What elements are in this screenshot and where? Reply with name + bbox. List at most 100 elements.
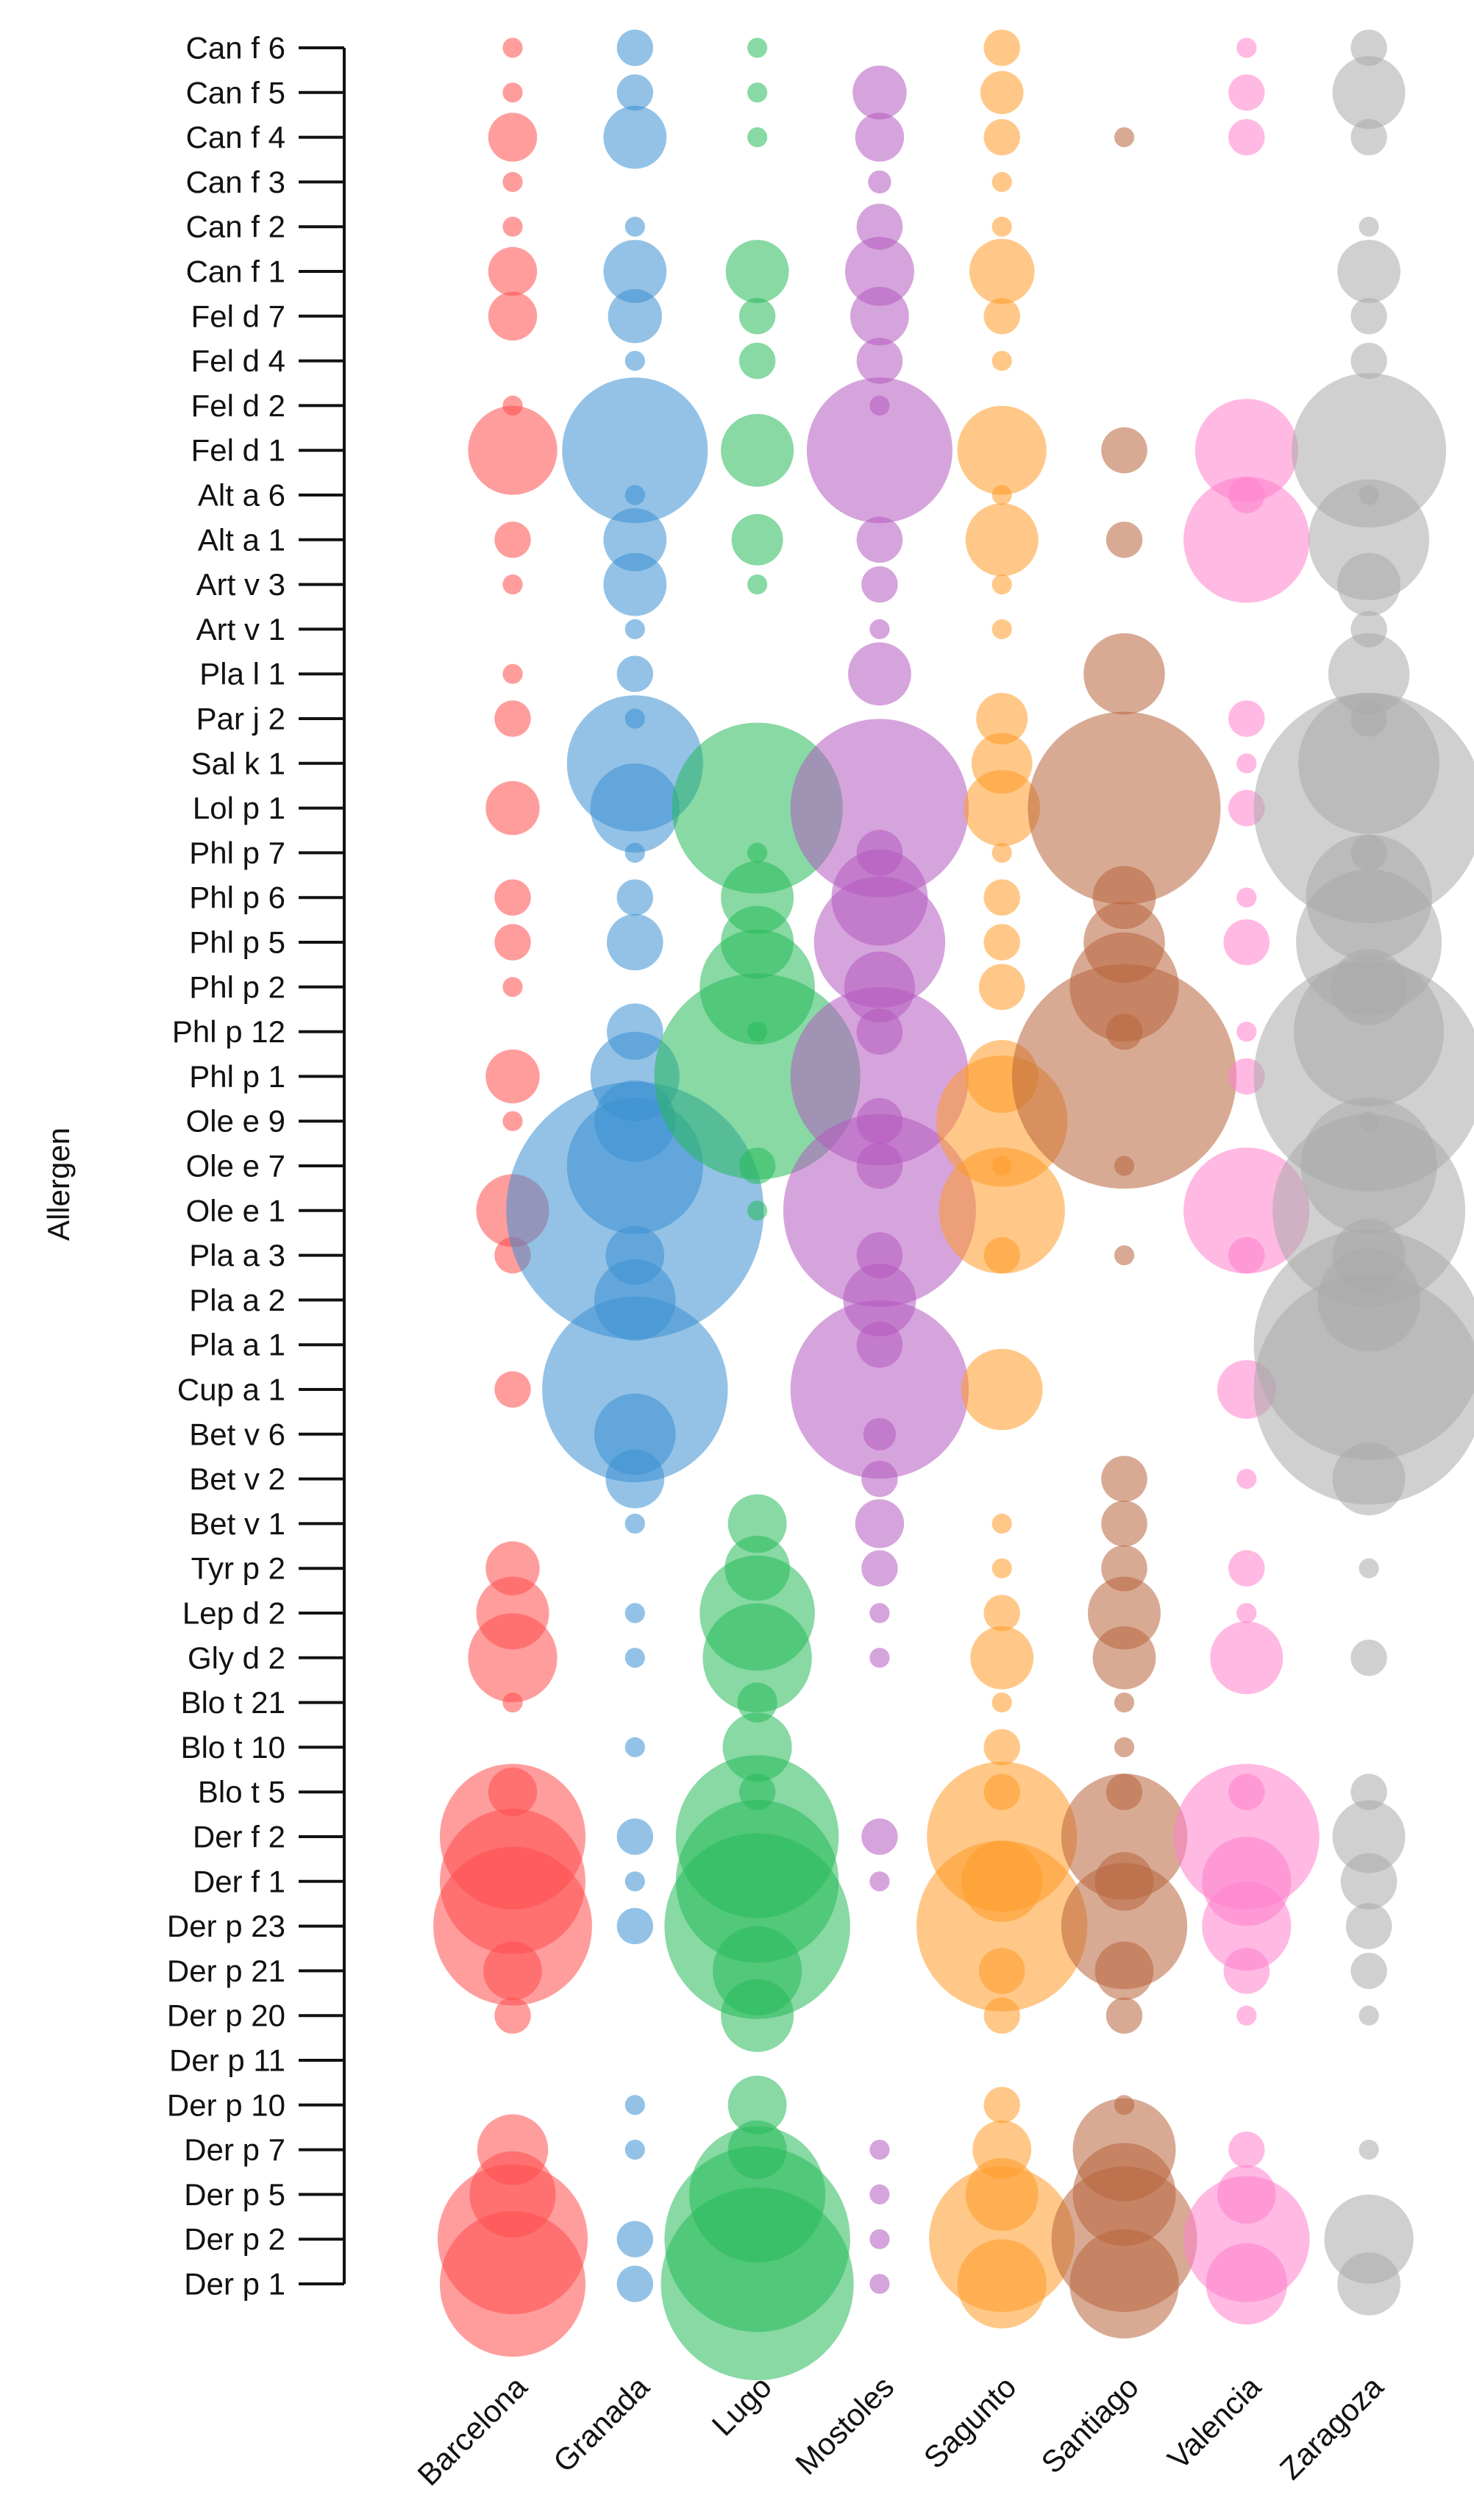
bubble: [483, 1941, 542, 2001]
x-axis: Barcelona Granada Lugo Mostoles Sagunto Santi…: [410, 2369, 1390, 2492]
bubble: [1011, 964, 1237, 1189]
bubble: [869, 1648, 890, 1668]
y-tick-label: Par j 2: [196, 702, 285, 736]
y-tick-label: Blo t 10: [181, 1730, 285, 1765]
bubble: [869, 2274, 890, 2294]
bubble: [964, 769, 1041, 847]
bubble: [1194, 399, 1298, 502]
bubble: [738, 298, 776, 335]
bubble: [1228, 700, 1265, 737]
bubble: [721, 413, 794, 487]
y-tick-label: Bet v 6: [189, 1417, 285, 1451]
bubble: [1359, 2005, 1379, 2026]
y-tick-label: Blo t 5: [198, 1775, 285, 1809]
bubble: [969, 238, 1035, 305]
y-tick-label: Phl p 6: [189, 880, 285, 915]
bubble: [616, 29, 653, 66]
bubble: [855, 113, 905, 162]
bubble: [991, 485, 1012, 505]
bubble: [590, 764, 680, 853]
bubble: [1228, 1236, 1265, 1274]
bubble: [991, 1513, 1012, 1534]
bubble: [494, 924, 531, 961]
bubble: [616, 655, 653, 692]
x-tick-label: Zaragoza: [1273, 2369, 1390, 2486]
x-tick-label: Valencia: [1161, 2369, 1267, 2476]
bubble: [1324, 2194, 1414, 2284]
bubble: [1236, 2005, 1257, 2026]
bubble: [965, 503, 1039, 577]
bubble: [1101, 427, 1147, 474]
y-tick-label: Can f 3: [186, 165, 285, 199]
bubble: [783, 1114, 976, 1307]
bubble: [991, 1558, 1012, 1578]
bubble: [624, 1648, 645, 1668]
bubble: [502, 663, 523, 684]
bubble: [727, 2075, 787, 2135]
bubble: [468, 405, 558, 495]
bubble: [991, 1693, 1012, 1713]
y-tick-label: Phl p 7: [189, 836, 285, 870]
bubble: [983, 1997, 1020, 2034]
bubble: [1223, 1948, 1270, 1994]
y-tick-label: Der p 23: [167, 1909, 285, 1943]
bubble: [737, 1682, 777, 1723]
bubble: [1228, 1550, 1265, 1587]
x-tick-label: Mostoles: [788, 2369, 900, 2481]
x-tick-label: Lugo: [705, 2369, 778, 2442]
bubble: [861, 566, 898, 603]
y-tick-label: Fel d 4: [191, 344, 285, 378]
bubble: [603, 105, 667, 169]
y-axis: Can f 6 Can f 5 Can f 4 Can f 3 Can f 2 Can f…: [167, 31, 346, 2302]
y-tick-label: Ole e 9: [186, 1104, 285, 1139]
y-tick-label: Lol p 1: [193, 791, 285, 825]
y-tick-label: Can f 6: [186, 31, 285, 65]
y-tick-label: Can f 4: [186, 120, 285, 154]
y-tick-label: Can f 1: [186, 255, 285, 289]
bubble: [1337, 2252, 1400, 2316]
bubble: [542, 1296, 728, 1483]
bubble: [624, 1513, 645, 1534]
bubble: [976, 693, 1028, 744]
bubble: [1350, 1640, 1387, 1676]
bubble: [991, 574, 1012, 595]
bubble: [738, 1147, 776, 1184]
bubble: [562, 377, 708, 524]
bubble: [991, 619, 1012, 640]
y-tick-label: Phl p 12: [172, 1014, 285, 1049]
bubble: [502, 82, 523, 103]
bubble: [661, 2188, 854, 2380]
bubble: [1069, 2229, 1179, 2339]
bubble: [502, 574, 523, 595]
bubble: [1228, 118, 1265, 156]
bubble: [790, 1300, 969, 1479]
bubble: [624, 1603, 645, 1623]
y-tick-label: Bet v 2: [189, 1462, 285, 1496]
bubble: [1292, 373, 1447, 528]
bubble: [1350, 1773, 1387, 1810]
bubble: [624, 351, 645, 371]
bubble: [983, 2087, 1020, 2124]
bubble: [624, 842, 645, 863]
y-tick-label: Der p 7: [184, 2132, 285, 2167]
bubble: [672, 722, 843, 894]
bubble: [1101, 1456, 1147, 1502]
bubble: [1337, 552, 1400, 616]
bubble: [747, 1200, 768, 1221]
bubble: [1236, 1603, 1257, 1623]
y-tick-label: Pla l 1: [199, 657, 285, 691]
bubble: [747, 574, 768, 595]
bubble: [844, 237, 914, 306]
bubble: [608, 289, 662, 344]
y-tick-label: Fel d 7: [191, 299, 285, 333]
bubble: [624, 619, 645, 640]
bubble: [868, 170, 891, 194]
y-tick-label: Can f 2: [186, 210, 285, 244]
bubble: [1114, 1156, 1135, 1176]
bubble: [494, 879, 531, 916]
y-tick-label: Pla a 1: [189, 1328, 285, 1362]
bubble: [727, 1494, 787, 1553]
bubble: [664, 1833, 850, 2019]
bubble: [991, 842, 1012, 863]
